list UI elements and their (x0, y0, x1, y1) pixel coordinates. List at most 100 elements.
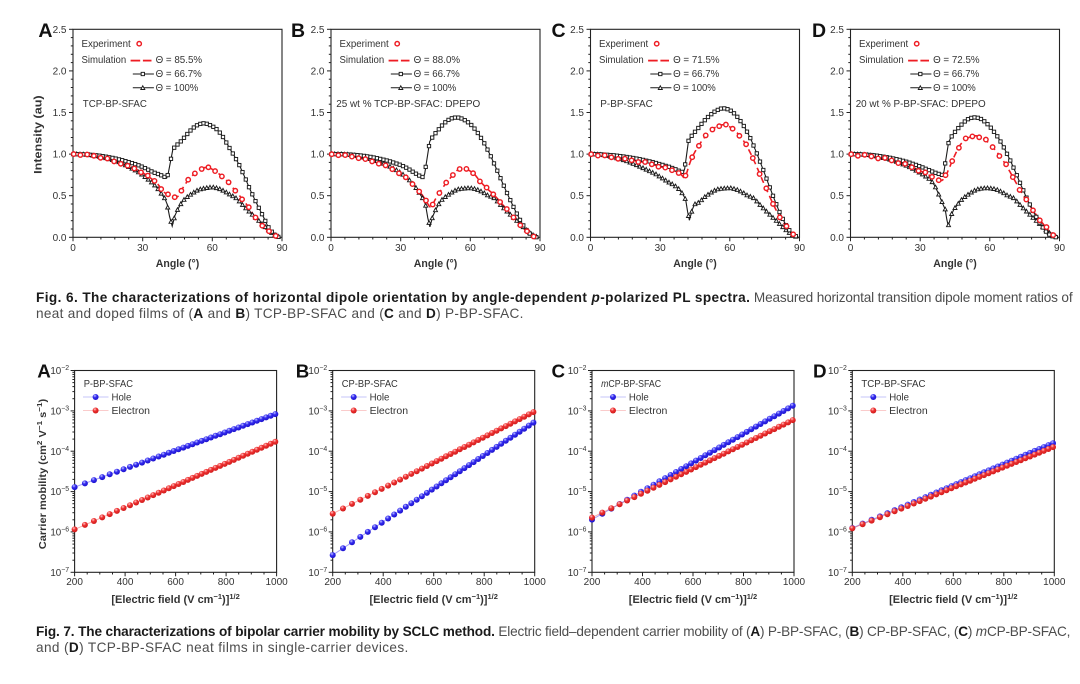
svg-text:30: 30 (395, 243, 407, 254)
svg-text:Electron: Electron (629, 406, 668, 417)
svg-text:P-BP-SFAC: P-BP-SFAC (84, 379, 133, 390)
svg-text:Θ = 88.0%: Θ = 88.0% (414, 55, 461, 66)
svg-text:A: A (37, 360, 51, 381)
svg-text:10−6: 10−6 (50, 527, 69, 539)
svg-text:C: C (552, 360, 566, 381)
svg-text:B: B (296, 360, 310, 381)
svg-text:2.5: 2.5 (53, 25, 67, 36)
svg-text:10−6: 10−6 (828, 527, 847, 539)
svg-text:400: 400 (894, 577, 911, 588)
svg-text:P-BP-SFAC: P-BP-SFAC (600, 99, 653, 110)
svg-text:10−3: 10−3 (50, 406, 69, 418)
svg-text:2.0: 2.0 (53, 66, 67, 77)
svg-text:800: 800 (476, 577, 493, 588)
svg-text:10−5: 10−5 (50, 486, 69, 498)
svg-text:600: 600 (685, 577, 702, 588)
svg-text:10−4: 10−4 (308, 446, 327, 458)
svg-text:10−6: 10−6 (568, 527, 587, 539)
svg-text:1.5: 1.5 (53, 108, 67, 119)
svg-text:Hole: Hole (629, 392, 649, 403)
svg-text:mCP-BP-SFAC: mCP-BP-SFAC (601, 379, 661, 390)
svg-text:0.5: 0.5 (830, 191, 844, 202)
svg-text:Θ = 100%: Θ = 100% (414, 83, 457, 94)
svg-text:[Electric field (V cm−1)]1/2: [Electric field (V cm−1)]1/2 (889, 592, 1017, 606)
svg-text:Θ = 100%: Θ = 100% (933, 83, 976, 94)
svg-text:10−3: 10−3 (568, 406, 587, 418)
svg-text:Carrier mobility (cm2 V−1 s−1): Carrier mobility (cm2 V−1 s−1) (35, 399, 49, 550)
svg-text:10−3: 10−3 (828, 406, 847, 418)
svg-text:10−3: 10−3 (308, 406, 327, 418)
svg-text:600: 600 (167, 577, 184, 588)
svg-text:600: 600 (945, 577, 962, 588)
svg-text:2.0: 2.0 (570, 66, 584, 77)
svg-text:10−4: 10−4 (828, 446, 847, 458)
svg-text:Θ = 66.7%: Θ = 66.7% (933, 69, 979, 80)
svg-text:0.5: 0.5 (311, 191, 325, 202)
svg-text:60: 60 (207, 243, 219, 254)
svg-text:2.0: 2.0 (830, 66, 844, 77)
svg-text:200: 200 (584, 577, 601, 588)
svg-text:60: 60 (984, 243, 996, 254)
svg-text:2.0: 2.0 (311, 66, 325, 77)
svg-text:30: 30 (655, 243, 667, 254)
svg-text:2.5: 2.5 (311, 25, 325, 36)
svg-text:Θ = 100%: Θ = 100% (156, 83, 199, 94)
svg-text:Angle (°): Angle (°) (156, 258, 200, 270)
svg-text:Simulation: Simulation (340, 55, 385, 66)
svg-text:800: 800 (218, 577, 235, 588)
svg-text:10−5: 10−5 (308, 486, 327, 498)
svg-text:90: 90 (276, 243, 288, 254)
svg-text:D: D (813, 360, 827, 381)
svg-text:0.0: 0.0 (570, 233, 584, 244)
svg-text:1000: 1000 (1043, 577, 1066, 588)
svg-text:10−6: 10−6 (308, 527, 327, 539)
svg-text:0: 0 (328, 243, 334, 254)
svg-text:800: 800 (735, 577, 752, 588)
svg-text:Θ = 66.7%: Θ = 66.7% (156, 69, 202, 80)
svg-text:TCP-BP-SFAC: TCP-BP-SFAC (83, 99, 147, 110)
svg-text:30: 30 (915, 243, 927, 254)
svg-text:60: 60 (465, 243, 477, 254)
svg-text:Θ = 66.7%: Θ = 66.7% (414, 69, 460, 80)
svg-text:600: 600 (425, 577, 442, 588)
svg-text:Intensity (au): Intensity (au) (33, 95, 45, 174)
svg-text:800: 800 (995, 577, 1012, 588)
svg-text:Electron: Electron (370, 406, 409, 417)
svg-text:25 wt % TCP-BP-SFAC: DPEPO: 25 wt % TCP-BP-SFAC: DPEPO (336, 99, 480, 110)
svg-text:Hole: Hole (889, 392, 909, 403)
svg-text:2.5: 2.5 (830, 25, 844, 36)
svg-text:Angle (°): Angle (°) (933, 258, 977, 270)
svg-text:400: 400 (117, 577, 134, 588)
svg-text:Θ = 72.5%: Θ = 72.5% (933, 55, 980, 66)
svg-text:200: 200 (844, 577, 861, 588)
svg-text:Θ = 71.5%: Θ = 71.5% (673, 55, 720, 66)
svg-text:10−4: 10−4 (50, 446, 69, 458)
svg-text:30: 30 (137, 243, 149, 254)
svg-text:1.0: 1.0 (311, 150, 325, 161)
svg-text:10−2: 10−2 (50, 365, 69, 377)
svg-text:0: 0 (70, 243, 76, 254)
svg-text:[Electric field (V cm−1)]1/2: [Electric field (V cm−1)]1/2 (111, 592, 239, 606)
svg-text:Simulation: Simulation (82, 55, 127, 66)
svg-text:Angle (°): Angle (°) (414, 258, 458, 270)
svg-text:10−4: 10−4 (568, 446, 587, 458)
svg-text:1000: 1000 (783, 577, 806, 588)
svg-text:0.5: 0.5 (570, 191, 584, 202)
svg-text:1.5: 1.5 (830, 108, 844, 119)
svg-text:2.5: 2.5 (570, 25, 584, 36)
svg-text:90: 90 (794, 243, 806, 254)
svg-text:Experiment: Experiment (340, 39, 389, 50)
svg-text:Electron: Electron (112, 406, 151, 417)
svg-text:Experiment: Experiment (599, 39, 648, 50)
svg-text:C: C (552, 20, 566, 42)
svg-text:Angle (°): Angle (°) (673, 258, 717, 270)
svg-text:10−2: 10−2 (308, 365, 327, 377)
svg-text:0.0: 0.0 (311, 233, 325, 244)
svg-text:1.5: 1.5 (311, 108, 325, 119)
svg-text:[Electric field (V cm−1)]1/2: [Electric field (V cm−1)]1/2 (629, 592, 757, 606)
svg-text:1.0: 1.0 (53, 150, 67, 161)
svg-text:Electron: Electron (889, 406, 928, 417)
svg-text:0: 0 (588, 243, 594, 254)
svg-text:0: 0 (848, 243, 854, 254)
svg-text:CP-BP-SFAC: CP-BP-SFAC (342, 379, 398, 390)
